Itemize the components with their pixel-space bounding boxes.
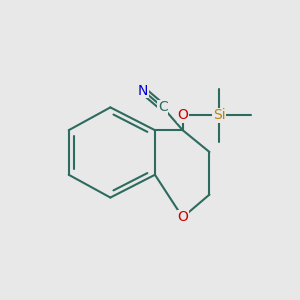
Text: N: N (138, 84, 148, 98)
Text: Si: Si (213, 108, 226, 122)
Text: O: O (177, 108, 188, 122)
Text: C: C (158, 100, 168, 114)
Text: O: O (177, 210, 188, 224)
